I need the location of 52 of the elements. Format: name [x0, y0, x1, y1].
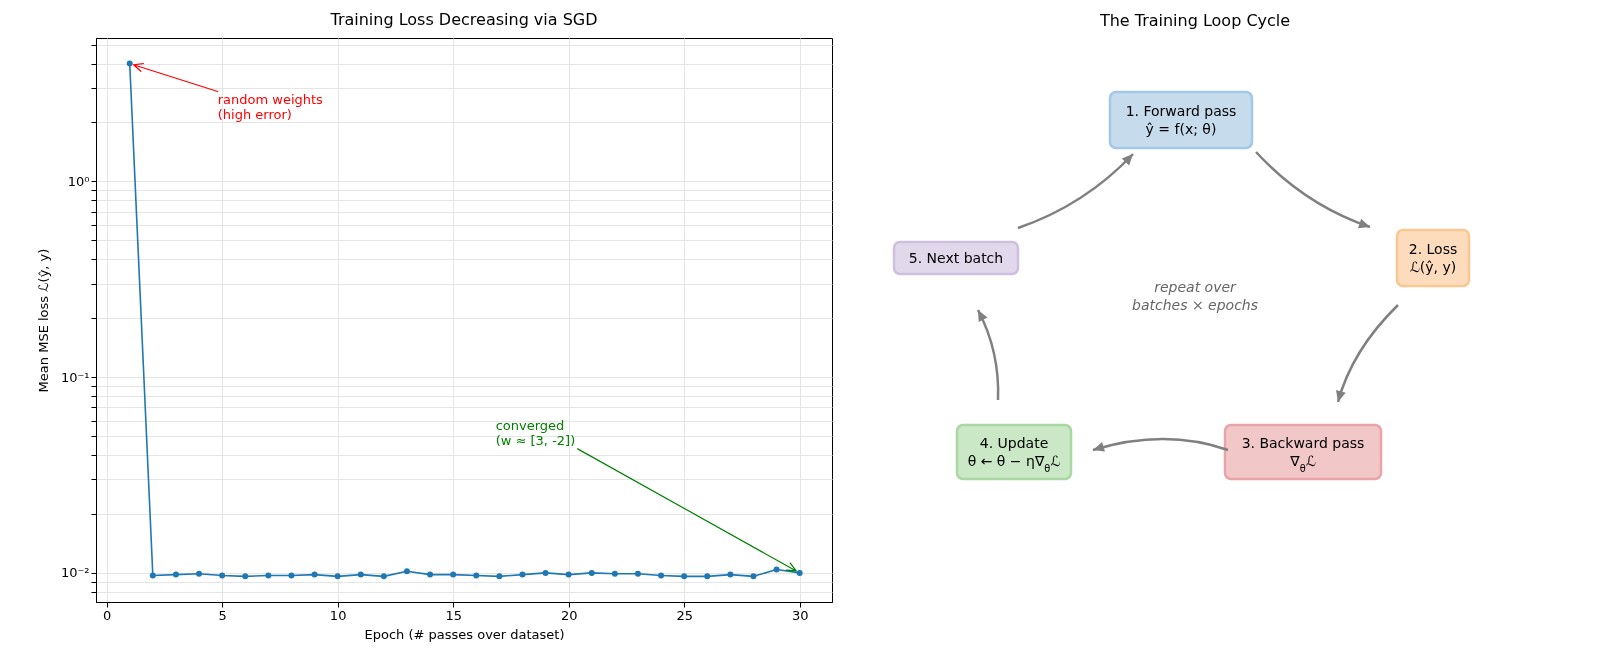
y-tick-label: 10⁻¹: [60, 369, 90, 385]
text: The Training Loop Cycle: [1098, 11, 1291, 30]
x-tick-label: 5: [218, 607, 227, 623]
point: [403, 568, 410, 575]
x-tick-label: 25: [676, 607, 693, 623]
point: [357, 571, 364, 578]
point: [796, 569, 803, 576]
y-tick-label: 10⁻²: [60, 565, 90, 581]
point: [311, 571, 318, 578]
point: [542, 569, 549, 576]
point: [450, 571, 457, 578]
point: [773, 566, 780, 573]
point: [519, 571, 526, 578]
point: [473, 572, 480, 579]
text: repeat over batches × epochs: [1132, 279, 1258, 313]
text: 4. Update θ ← θ − η∇$_{θ}$ℒ: [967, 435, 1061, 474]
point: [334, 573, 341, 580]
point: [658, 572, 665, 579]
y-tick-label: 10⁰: [67, 173, 90, 189]
text: 1. Forward pass ŷ = f(x; θ): [1125, 103, 1237, 137]
annotation: random weights (high error): [217, 91, 324, 122]
point: [588, 569, 595, 576]
text: 3. Backward pass ∇$_{θ}$ℒ: [1241, 435, 1365, 474]
point: [750, 573, 757, 580]
point: [242, 573, 249, 580]
point: [219, 572, 226, 579]
point: [496, 573, 503, 580]
chart-title: Training Loss Decreasing via SGD: [329, 10, 598, 29]
annotation: converged (w ≈ [3, -2]): [495, 417, 576, 448]
point: [727, 571, 734, 578]
point: [681, 573, 688, 580]
text: 2. Loss ℒ(ŷ, y): [1408, 241, 1458, 275]
point: [611, 570, 618, 577]
point: [634, 570, 641, 577]
point: [126, 60, 133, 67]
point: [704, 573, 711, 580]
x-tick-label: 30: [791, 607, 809, 623]
point: [149, 572, 156, 579]
point: [380, 573, 387, 580]
point: [196, 570, 203, 577]
x-tick-label: 10: [329, 607, 347, 623]
x-axis-title: Epoch (# passes over dataset): [364, 626, 565, 642]
point: [288, 572, 295, 579]
x-tick-label: 15: [445, 607, 462, 623]
text: 5. Next batch: [908, 250, 1004, 266]
y-axis-title: Mean MSE loss ℒ(ŷ, y): [35, 248, 51, 393]
point: [265, 572, 272, 579]
point: [427, 571, 434, 578]
x-tick-label: 0: [102, 607, 112, 623]
point: [172, 571, 179, 578]
point: [565, 571, 572, 578]
x-tick-label: 20: [560, 607, 578, 623]
